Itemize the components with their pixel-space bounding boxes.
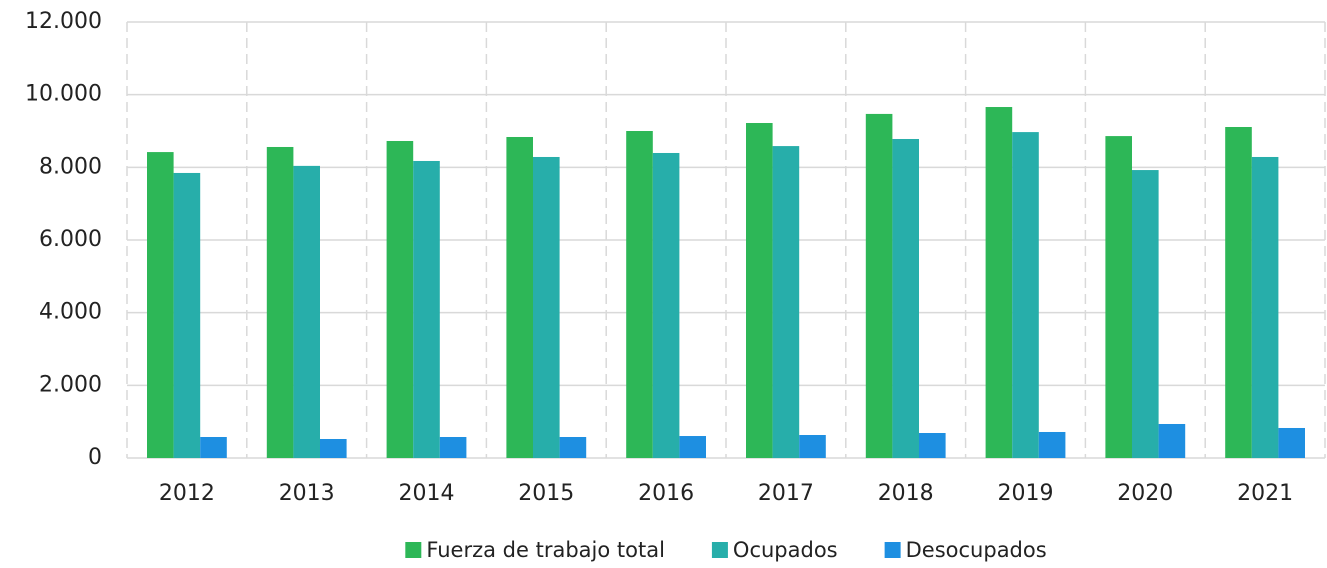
y-tick-label: 12.000 xyxy=(25,9,102,34)
y-tick-label: 2.000 xyxy=(39,372,102,397)
bar xyxy=(626,131,653,458)
x-tick-label: 2019 xyxy=(998,481,1054,506)
bar xyxy=(1158,423,1186,458)
legend-label: Desocupados xyxy=(906,538,1047,562)
bar xyxy=(266,146,294,458)
bar xyxy=(506,136,533,458)
x-tick-label: 2013 xyxy=(279,481,335,506)
legend-label: Fuerza de trabajo total xyxy=(426,538,665,562)
bar xyxy=(439,436,467,458)
x-tick-label: 2021 xyxy=(1237,481,1293,506)
x-tick-label: 2018 xyxy=(878,481,934,506)
x-tick-label: 2012 xyxy=(159,481,215,506)
bar xyxy=(865,113,893,458)
legend-swatch xyxy=(884,542,901,558)
bar xyxy=(772,146,800,458)
bar xyxy=(679,436,706,458)
bar xyxy=(559,436,587,458)
x-tick-label: 2014 xyxy=(399,481,455,506)
legend-swatch xyxy=(405,542,422,558)
bar xyxy=(746,123,773,459)
bar xyxy=(985,107,1013,459)
y-tick-label: 4.000 xyxy=(39,300,102,325)
bar xyxy=(200,436,227,458)
bar xyxy=(1251,156,1279,458)
bar xyxy=(413,160,440,458)
x-tick-label: 2016 xyxy=(638,481,694,506)
y-tick-label: 6.000 xyxy=(39,227,102,252)
bar xyxy=(147,152,174,458)
legend-label: Ocupados xyxy=(733,538,838,562)
x-tick-label: 2017 xyxy=(758,481,814,506)
bar xyxy=(173,172,201,458)
bar xyxy=(293,165,320,458)
bar xyxy=(1012,132,1039,458)
bar xyxy=(1132,170,1159,458)
bar xyxy=(386,140,414,458)
bar xyxy=(892,138,919,458)
legend-swatch xyxy=(711,542,728,558)
bar xyxy=(1038,431,1066,458)
bar xyxy=(1105,136,1132,458)
bar xyxy=(320,438,347,458)
y-tick-label: 0 xyxy=(88,445,102,470)
legend: Fuerza de trabajo total Ocupados Desocupad… xyxy=(405,538,1047,562)
bar xyxy=(919,433,946,458)
bar xyxy=(799,435,826,458)
bar xyxy=(652,152,680,458)
y-tick-label: 8.000 xyxy=(39,154,102,179)
bar xyxy=(1225,127,1252,459)
bar xyxy=(1278,427,1305,458)
x-tick-label: 2015 xyxy=(518,481,574,506)
bar xyxy=(533,156,560,458)
y-tick-label: 10.000 xyxy=(25,82,102,107)
x-tick-label: 2020 xyxy=(1117,481,1173,506)
